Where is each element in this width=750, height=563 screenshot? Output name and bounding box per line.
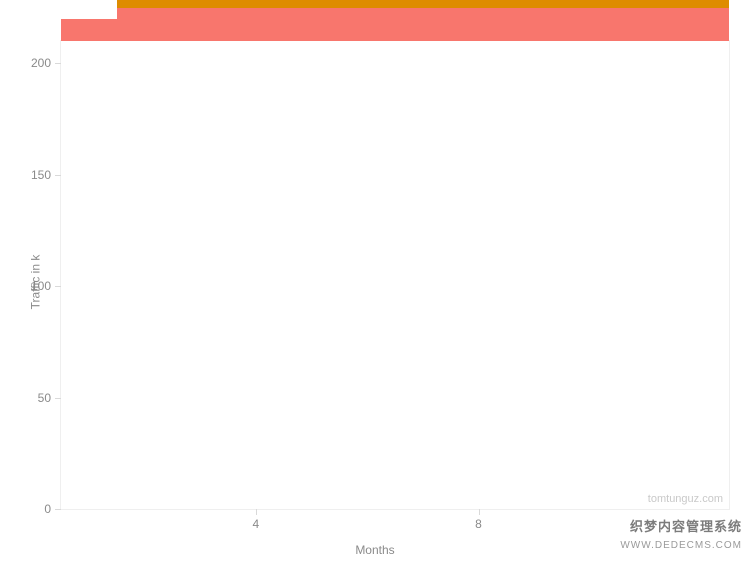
chart-container: Compounding Content Marketing, Evergreen… [0, 0, 750, 563]
chart-segment [562, 0, 618, 8]
y-tick-label: 0 [44, 502, 51, 516]
y-tick [55, 509, 61, 510]
chart-attribution: tomtunguz.com [648, 493, 723, 505]
chart-segment [117, 8, 173, 41]
chart-segment [395, 0, 451, 8]
chart-segment [506, 8, 562, 41]
y-tick-label: 200 [31, 56, 51, 70]
x-tick-label: 8 [475, 517, 482, 531]
chart-segment [395, 8, 451, 41]
chart-segment [506, 0, 562, 8]
chart-segment [339, 0, 395, 8]
y-tick-label: 100 [31, 279, 51, 293]
chart-segment [172, 0, 228, 8]
chart-segment [339, 8, 395, 41]
watermark-text-url: WWW.DEDECMS.COM [620, 540, 742, 551]
y-tick-label: 150 [31, 168, 51, 182]
y-tick [55, 286, 61, 287]
watermark-text-zh: 织梦内容管理系统 [630, 516, 742, 535]
chart-segment [172, 8, 228, 41]
chart-segment [562, 8, 618, 41]
chart-segment [228, 8, 284, 41]
chart-segment [228, 0, 284, 8]
plot-area: tomtunguz.com 05010015020048 [60, 40, 730, 510]
x-tick [479, 509, 480, 515]
chart-segment [618, 8, 674, 41]
chart-segment [451, 0, 507, 8]
stacked-layers [61, 41, 729, 509]
x-tick-label: 4 [252, 517, 259, 531]
chart-segment [284, 0, 340, 8]
y-tick [55, 175, 61, 176]
chart-segment [451, 8, 507, 41]
chart-segment [673, 0, 729, 8]
chart-segment [284, 8, 340, 41]
chart-segment [618, 0, 674, 8]
y-tick [55, 398, 61, 399]
chart-segment [673, 8, 729, 41]
chart-segment [61, 19, 117, 41]
y-tick [55, 63, 61, 64]
chart-segment [117, 0, 173, 8]
y-tick-label: 50 [38, 391, 51, 405]
x-tick [256, 509, 257, 515]
